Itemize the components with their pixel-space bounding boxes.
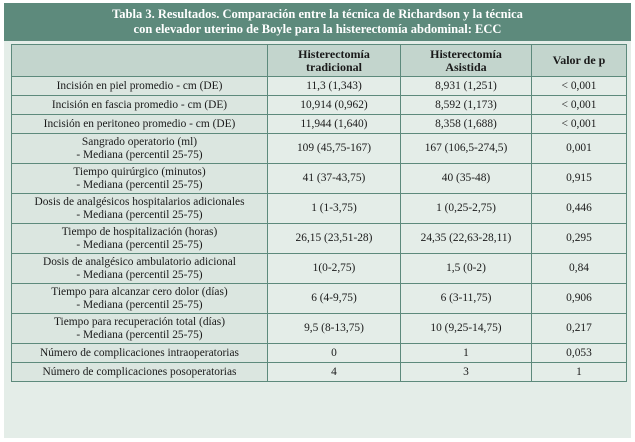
row-label-line-2: - Mediana (percentil 25-75) <box>76 208 203 221</box>
cell-p-value: < 0,001 <box>531 76 627 96</box>
cell-traditional: 0 <box>267 343 401 363</box>
row-label-line-1: Incisión en peritoneo promedio - cm (DE) <box>43 117 236 130</box>
table-row: Incisión en peritoneo promedio - cm (DE)… <box>11 114 627 134</box>
table-row: Sangrado operatorio (ml) - Mediana (perce… <box>11 133 627 164</box>
header-traditional-line-2: tradicional <box>306 59 362 74</box>
cell-assisted: 6 (3-11,75) <box>400 283 532 314</box>
cell-assisted: 24,35 (22,63-28,11) <box>400 223 532 254</box>
cell-traditional: 11,3 (1,343) <box>267 76 401 96</box>
row-label-line-2: - Mediana (percentil 25-75) <box>76 238 203 251</box>
cell-p-value: < 0,001 <box>531 95 627 115</box>
table-row: Incisión en piel promedio - cm (DE) 11,3 … <box>11 76 627 96</box>
header-row: Histerectomía tradicional Histerectomía … <box>11 44 627 77</box>
row-label-line-2: - Mediana (percentil 25-75) <box>76 178 203 191</box>
row-label-line-1: Sangrado operatorio (ml) <box>81 135 198 148</box>
header-traditional: Histerectomía tradicional <box>267 44 401 77</box>
cell-p-value: 0,446 <box>531 193 627 224</box>
cell-traditional: 41 (37-43,75) <box>267 163 401 194</box>
cell-p-value: 1 <box>531 362 627 382</box>
row-label-line-1: Tiempo de hospitalización (horas) <box>61 225 218 238</box>
cell-p-value: 0,915 <box>531 163 627 194</box>
row-label: Tiempo para recuperación total (días) - M… <box>11 313 268 344</box>
cell-traditional: 4 <box>267 362 401 382</box>
cell-traditional: 26,15 (23,51-28) <box>267 223 401 254</box>
row-label: Sangrado operatorio (ml) - Mediana (perce… <box>11 133 268 164</box>
row-label: Dosis de analgésico ambulatorio adiciona… <box>11 253 268 284</box>
cell-assisted: 3 <box>400 362 532 382</box>
table-row: Dosis de analgésicos hospitalarios adici… <box>11 193 627 224</box>
row-label: Incisión en piel promedio - cm (DE) <box>11 76 268 96</box>
cell-p-value: 0,053 <box>531 343 627 363</box>
table-row: Dosis de analgésico ambulatorio adiciona… <box>11 253 627 284</box>
header-blank-cell <box>11 44 268 77</box>
cell-assisted: 10 (9,25-14,75) <box>400 313 532 344</box>
table-row: Número de complicaciones intraoperatoria… <box>11 343 627 363</box>
cell-assisted: 8,592 (1,173) <box>400 95 532 115</box>
row-label-line-2: - Mediana (percentil 25-75) <box>76 328 203 341</box>
table-title: Tabla 3. Resultados. Comparación entre l… <box>4 3 631 41</box>
cell-assisted: 8,931 (1,251) <box>400 76 532 96</box>
row-label-line-2: - Mediana (percentil 25-75) <box>76 298 203 311</box>
cell-traditional: 11,944 (1,640) <box>267 114 401 134</box>
header-traditional-line-1: Histerectomía <box>298 46 370 61</box>
cell-traditional: 9,5 (8-13,75) <box>267 313 401 344</box>
header-assisted: Histerectomía Asistida <box>400 44 532 77</box>
cell-traditional: 1 (1-3,75) <box>267 193 401 224</box>
cell-assisted: 8,358 (1,688) <box>400 114 532 134</box>
results-table: Histerectomía tradicional Histerectomía … <box>11 44 627 382</box>
row-label-line-2: - Mediana (percentil 25-75) <box>76 268 203 281</box>
header-p-value: Valor de p <box>531 44 627 77</box>
cell-traditional: 109 (45,75-167) <box>267 133 401 164</box>
row-label: Tiempo quirúrgico (minutos) - Mediana (pe… <box>11 163 268 194</box>
cell-assisted: 40 (35-48) <box>400 163 532 194</box>
cell-p-value: 0,001 <box>531 133 627 164</box>
cell-traditional: 1(0-2,75) <box>267 253 401 284</box>
table-row: Tiempo para recuperación total (días) - M… <box>11 313 627 344</box>
table-row: Tiempo para alcanzar cero dolor (días) - … <box>11 283 627 314</box>
header-assisted-line-2: Asistida <box>445 59 487 74</box>
cell-p-value: 0,295 <box>531 223 627 254</box>
row-label-line-1: Tiempo quirúrgico (minutos) <box>73 165 206 178</box>
row-label-line-1: Incisión en piel promedio - cm (DE) <box>56 79 223 92</box>
row-label-line-1: Número de complicaciones intraoperatoria… <box>40 346 239 359</box>
cell-p-value: < 0,001 <box>531 114 627 134</box>
cell-assisted: 1,5 (0-2) <box>400 253 532 284</box>
row-label-line-1: Dosis de analgésico ambulatorio adiciona… <box>43 255 236 268</box>
row-label: Dosis de analgésicos hospitalarios adici… <box>11 193 268 224</box>
cell-assisted: 1 <box>400 343 532 363</box>
table-row: Incisión en fascia promedio - cm (DE) 10,… <box>11 95 627 115</box>
table-row: Tiempo de hospitalización (horas) - Media… <box>11 223 627 254</box>
cell-p-value: 0,84 <box>531 253 627 284</box>
row-label: Tiempo de hospitalización (horas) - Media… <box>11 223 268 254</box>
table-frame: Tabla 3. Resultados. Comparación entre l… <box>4 3 631 438</box>
row-label-line-1: Incisión en fascia promedio - cm (DE) <box>51 98 228 111</box>
row-label: Tiempo para alcanzar cero dolor (días) - … <box>11 283 268 314</box>
row-label-line-1: Dosis de analgésicos hospitalarios adici… <box>34 195 245 208</box>
row-label: Incisión en peritoneo promedio - cm (DE) <box>11 114 268 134</box>
table-row: Número de complicaciones posoperatorias 4… <box>11 362 627 382</box>
cell-p-value: 0,906 <box>531 283 627 314</box>
cell-p-value: 0,217 <box>531 313 627 344</box>
row-label-line-1: Tiempo para recuperación total (días) <box>53 315 225 328</box>
table-row: Tiempo quirúrgico (minutos) - Mediana (pe… <box>11 163 627 194</box>
table-title-line-1: Tabla 3. Resultados. Comparación entre l… <box>112 7 523 21</box>
row-label-line-1: Tiempo para alcanzar cero dolor (días) <box>51 285 228 298</box>
row-label-line-2: - Mediana (percentil 25-75) <box>76 148 203 161</box>
cell-assisted: 167 (106,5-274,5) <box>400 133 532 164</box>
row-label: Número de complicaciones posoperatorias <box>11 362 268 382</box>
cell-traditional: 10,914 (0,962) <box>267 95 401 115</box>
row-label: Número de complicaciones intraoperatoria… <box>11 343 268 363</box>
row-label: Incisión en fascia promedio - cm (DE) <box>11 95 268 115</box>
table-title-line-2: con elevador uterino de Boyle para la hi… <box>133 22 502 36</box>
row-label-line-1: Número de complicaciones posoperatorias <box>42 365 237 378</box>
cell-assisted: 1 (0,25-2,75) <box>400 193 532 224</box>
header-assisted-line-1: Histerectomía <box>430 46 502 61</box>
cell-traditional: 6 (4-9,75) <box>267 283 401 314</box>
